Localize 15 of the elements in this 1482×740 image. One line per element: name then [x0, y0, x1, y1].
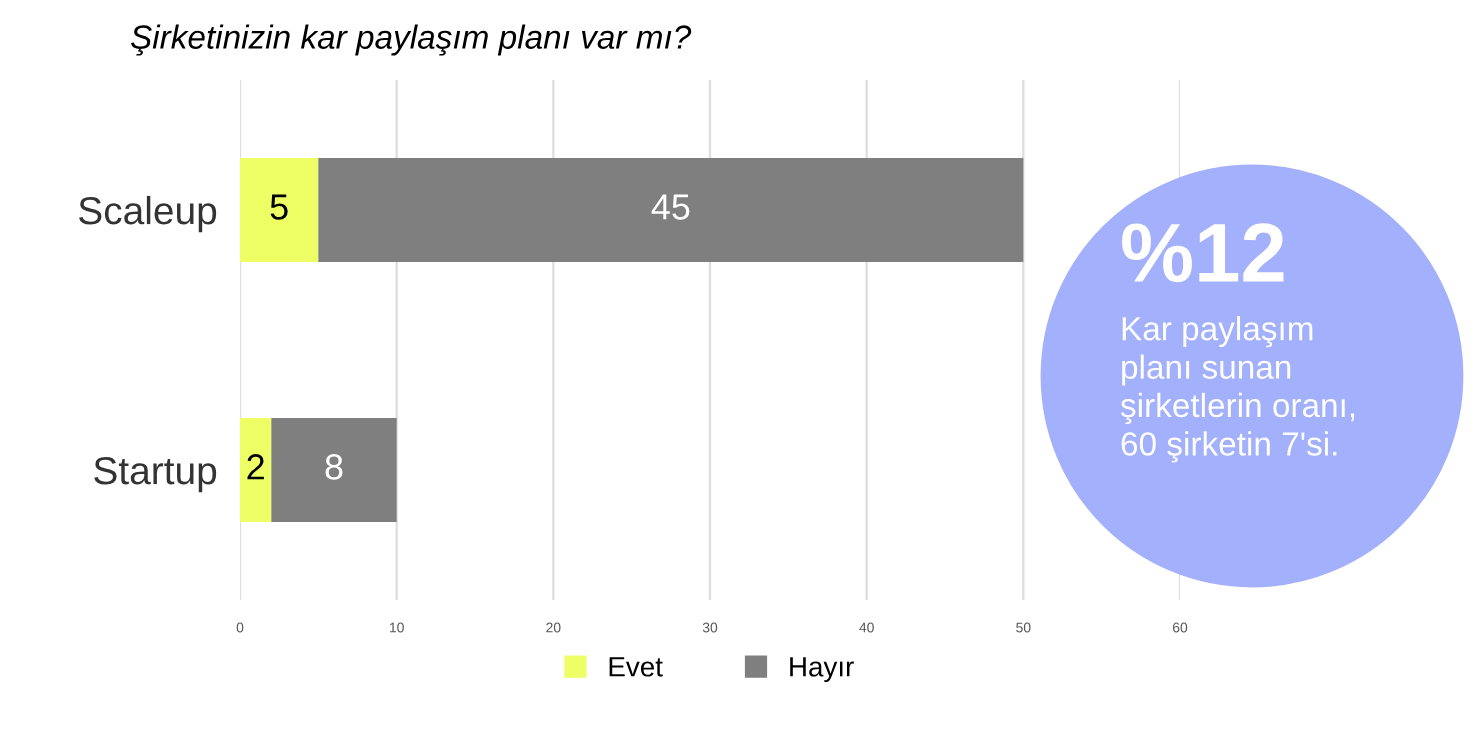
- y-tick-label: Scaleup: [79, 195, 217, 233]
- chart-title: Şirketinizin kar paylaşım planı var mı?: [130, 24, 692, 56]
- data-label: 5: [270, 194, 288, 220]
- bar: [318, 158, 1024, 262]
- data-label: 8: [325, 454, 343, 480]
- bar: [240, 418, 272, 522]
- annotation: %12: [1122, 223, 1284, 283]
- data-label: 2: [247, 454, 264, 480]
- bar: [240, 158, 319, 262]
- y-tick-label: Startup: [94, 456, 217, 493]
- data-label: 45: [651, 194, 690, 220]
- legend-label: Hayır: [790, 657, 854, 683]
- legend-label: Evet: [609, 657, 663, 677]
- bar: [271, 418, 397, 522]
- annotation: Kar paylaşım planı sunan şirketlerin oranı, 60 şirketin 7'si.: [1120, 316, 1355, 463]
